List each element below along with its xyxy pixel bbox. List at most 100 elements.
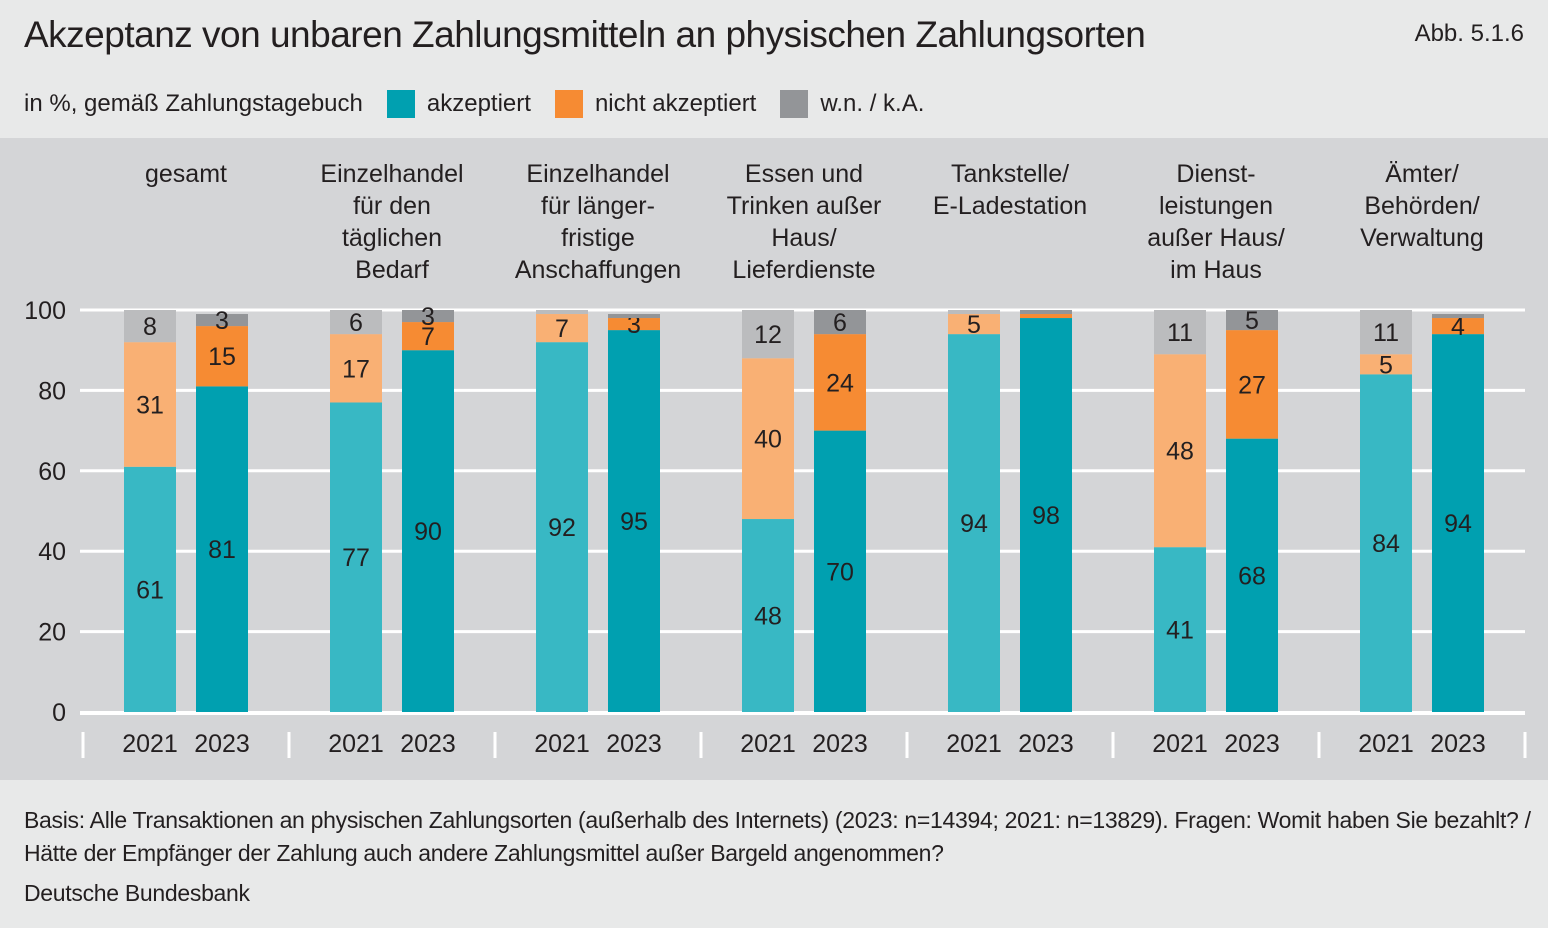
bar-segment <box>742 310 794 359</box>
bar-segment <box>1020 318 1072 712</box>
data-label: 6 <box>833 309 847 337</box>
category-label: Ämter/Behörden/Verwaltung <box>1322 158 1522 254</box>
bar-segment <box>196 386 248 712</box>
legend-swatch-nicht-akzeptiert <box>554 90 583 118</box>
category-label-line: gesamt <box>145 160 227 188</box>
data-label: 5 <box>967 311 981 339</box>
bar-segment <box>196 326 248 387</box>
bar-segment <box>1226 310 1278 331</box>
category-label: Dienst-leistungen außer Haus/im Haus <box>1116 158 1316 286</box>
category-label-line: Haus/ <box>771 224 837 252</box>
category-label-line: für länger- <box>541 192 655 220</box>
data-label: 12 <box>754 321 782 349</box>
data-label: 68 <box>1238 562 1266 590</box>
data-label: 41 <box>1166 617 1194 645</box>
x-tick-label: 2023 <box>606 730 662 758</box>
bar-segment <box>1432 318 1484 335</box>
bar-segment <box>1226 330 1278 439</box>
category-label-line: leistungen <box>1159 192 1273 220</box>
data-label: 61 <box>136 576 164 604</box>
x-tick-label: 2023 <box>1224 730 1280 758</box>
data-label: 11 <box>1373 319 1399 347</box>
bar-segment <box>330 334 382 403</box>
x-tick-label: 2021 <box>122 730 178 758</box>
bar-segment <box>948 334 1000 712</box>
data-label: 94 <box>960 510 988 538</box>
bar-segment <box>402 310 454 323</box>
data-label: 24 <box>826 369 854 397</box>
data-label: 11 <box>1167 319 1193 347</box>
y-tick-label: 40 <box>38 538 66 566</box>
data-label: 15 <box>208 343 236 371</box>
bar-segment <box>536 342 588 712</box>
bar-segment <box>814 310 866 335</box>
data-label: 7 <box>421 323 435 351</box>
data-label: 17 <box>342 355 370 383</box>
bar-segment <box>742 519 794 712</box>
x-tick-label: 2021 <box>946 730 1002 758</box>
bar-segment <box>608 330 660 712</box>
bar-segment <box>124 342 176 467</box>
bar-segment <box>196 314 248 327</box>
category-label-line: Bedarf <box>355 256 429 284</box>
y-tick-label: 0 <box>52 699 66 727</box>
legend-label-nicht-akzeptiert: nicht akzeptiert <box>594 90 757 117</box>
subtitle: in %, gemäß Zahlungstagebuch <box>24 90 363 117</box>
category-label-line: Lieferdienste <box>732 256 876 284</box>
data-label: 5 <box>1245 307 1259 335</box>
data-label: 27 <box>1238 371 1266 399</box>
category-label-line: Behörden/ <box>1364 192 1480 220</box>
legend-swatch-wn-ka <box>780 90 809 118</box>
bar-segment <box>948 310 1000 315</box>
bar-segment <box>536 314 588 343</box>
source: Deutsche Bundesbank <box>24 880 250 906</box>
data-label: 77 <box>342 544 370 572</box>
category-label-line: Einzelhandel <box>526 160 670 188</box>
y-tick-label: 80 <box>38 377 66 405</box>
bar-segment <box>402 322 454 351</box>
category-label-line: Ämter/ <box>1385 160 1459 188</box>
y-tick-label: 60 <box>38 458 66 486</box>
bar-segment <box>1360 374 1412 712</box>
bar-segment <box>1432 334 1484 712</box>
data-label: 6 <box>349 309 363 337</box>
data-label: 94 <box>1444 510 1472 538</box>
bar-segment <box>1360 354 1412 375</box>
category-label-line: außer Haus/ <box>1147 224 1285 252</box>
data-label: 70 <box>826 558 854 586</box>
x-tick-label: 2023 <box>1430 730 1486 758</box>
data-label: 84 <box>1372 530 1400 558</box>
category-label: gesamt <box>86 158 286 190</box>
bar-segment <box>1154 547 1206 712</box>
bar-segment <box>948 314 1000 335</box>
x-tick-label: 2021 <box>328 730 384 758</box>
bar-segment <box>1154 310 1206 355</box>
category-label-line: Anschaffungen <box>514 256 682 284</box>
category-label-line: Trinken außer <box>726 192 882 220</box>
category-label-line: E-Ladestation <box>932 192 1088 220</box>
bar-segment <box>1020 310 1072 315</box>
bar-segment <box>814 334 866 431</box>
category-label-line: im Haus <box>1170 256 1262 284</box>
bar-segment <box>1020 314 1072 319</box>
bar-segment <box>814 430 866 712</box>
bar-segment <box>1226 438 1278 712</box>
y-tick-label: 20 <box>38 619 66 647</box>
category-label-line: für den <box>353 192 431 220</box>
figure-label: Abb. 5.1.6 <box>1414 20 1524 47</box>
bar-segment <box>608 314 660 319</box>
data-label: 7 <box>555 315 569 343</box>
data-label: 3 <box>421 303 435 331</box>
x-tick-label: 2023 <box>194 730 250 758</box>
data-label: 3 <box>215 307 229 335</box>
data-label: 48 <box>1166 438 1194 466</box>
category-label-line: Essen und <box>744 160 864 188</box>
legend-label-wn-ka: w.n. / k.A. <box>820 90 925 117</box>
category-label: Einzelhandel für länger-fristige Anschaffu… <box>498 158 698 286</box>
legend: in %, gemäß Zahlungstagebuch akzeptiert … <box>24 90 924 118</box>
y-tick-label: 100 <box>24 297 66 325</box>
category-label: Essen und Trinken außer Haus/Lieferdienste <box>704 158 904 286</box>
category-label-line: fristige <box>561 224 635 252</box>
data-label: 5 <box>1379 351 1393 379</box>
